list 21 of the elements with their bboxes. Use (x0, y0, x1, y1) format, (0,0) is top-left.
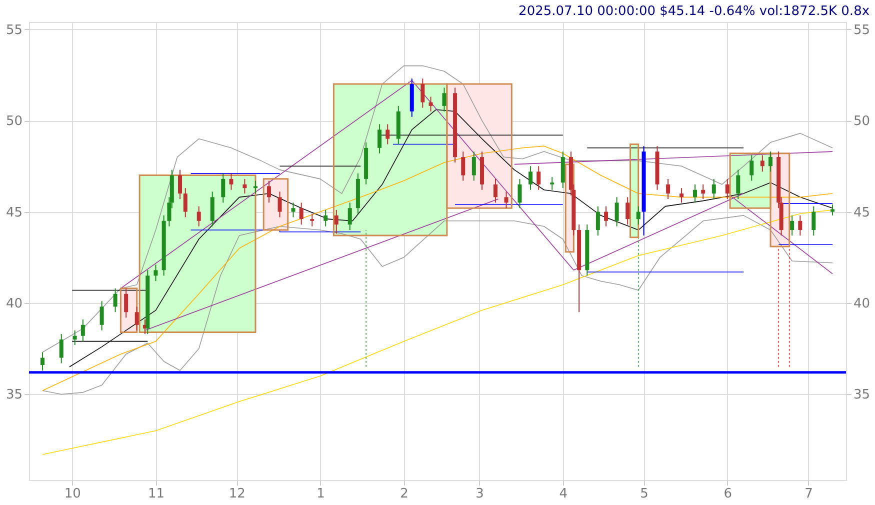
y2-tick-label: 50 (854, 114, 870, 130)
x-tick-label: 4 (559, 486, 568, 502)
x-tick-label: 3 (476, 486, 484, 502)
x-tick-label: 12 (228, 486, 246, 502)
y-tick-label: 55 (6, 22, 22, 38)
y-tick-label: 40 (6, 296, 22, 312)
x-tick-label: 11 (148, 486, 165, 502)
y-tick-label: 45 (6, 205, 22, 220)
y-tick-label: 50 (6, 114, 22, 130)
x-tick-label: 10 (64, 486, 81, 502)
x-tick-label: 5 (640, 486, 648, 502)
x-tick-label: 7 (804, 486, 813, 502)
x-tick-label: 1 (316, 486, 325, 502)
y2-tick-label: 45 (854, 205, 870, 220)
x-tick-label: 6 (724, 486, 732, 502)
y2-tick-label: 55 (854, 22, 870, 38)
y2-tick-label: 40 (854, 296, 870, 312)
chart-title: 2025.07.10 00:00:00 $45.14 -0.64% vol:1872.5K 0.8x (518, 4, 870, 19)
y-tick-label: 35 (6, 388, 22, 403)
x-tick-label: 2 (400, 486, 408, 502)
y2-tick-label: 35 (854, 388, 870, 403)
